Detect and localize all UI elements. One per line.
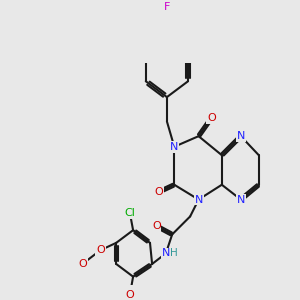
Text: N: N — [194, 194, 203, 205]
Text: N: N — [162, 248, 170, 258]
Text: O: O — [78, 259, 87, 269]
Text: N: N — [237, 194, 245, 205]
Text: O: O — [96, 245, 105, 255]
Text: N: N — [237, 131, 245, 141]
Text: F: F — [164, 2, 170, 12]
Text: H: H — [170, 248, 178, 258]
Text: O: O — [154, 187, 163, 197]
Text: O: O — [126, 290, 134, 300]
Text: O: O — [152, 221, 161, 231]
Text: Cl: Cl — [124, 208, 135, 218]
Text: N: N — [170, 142, 178, 152]
Text: O: O — [207, 113, 216, 123]
